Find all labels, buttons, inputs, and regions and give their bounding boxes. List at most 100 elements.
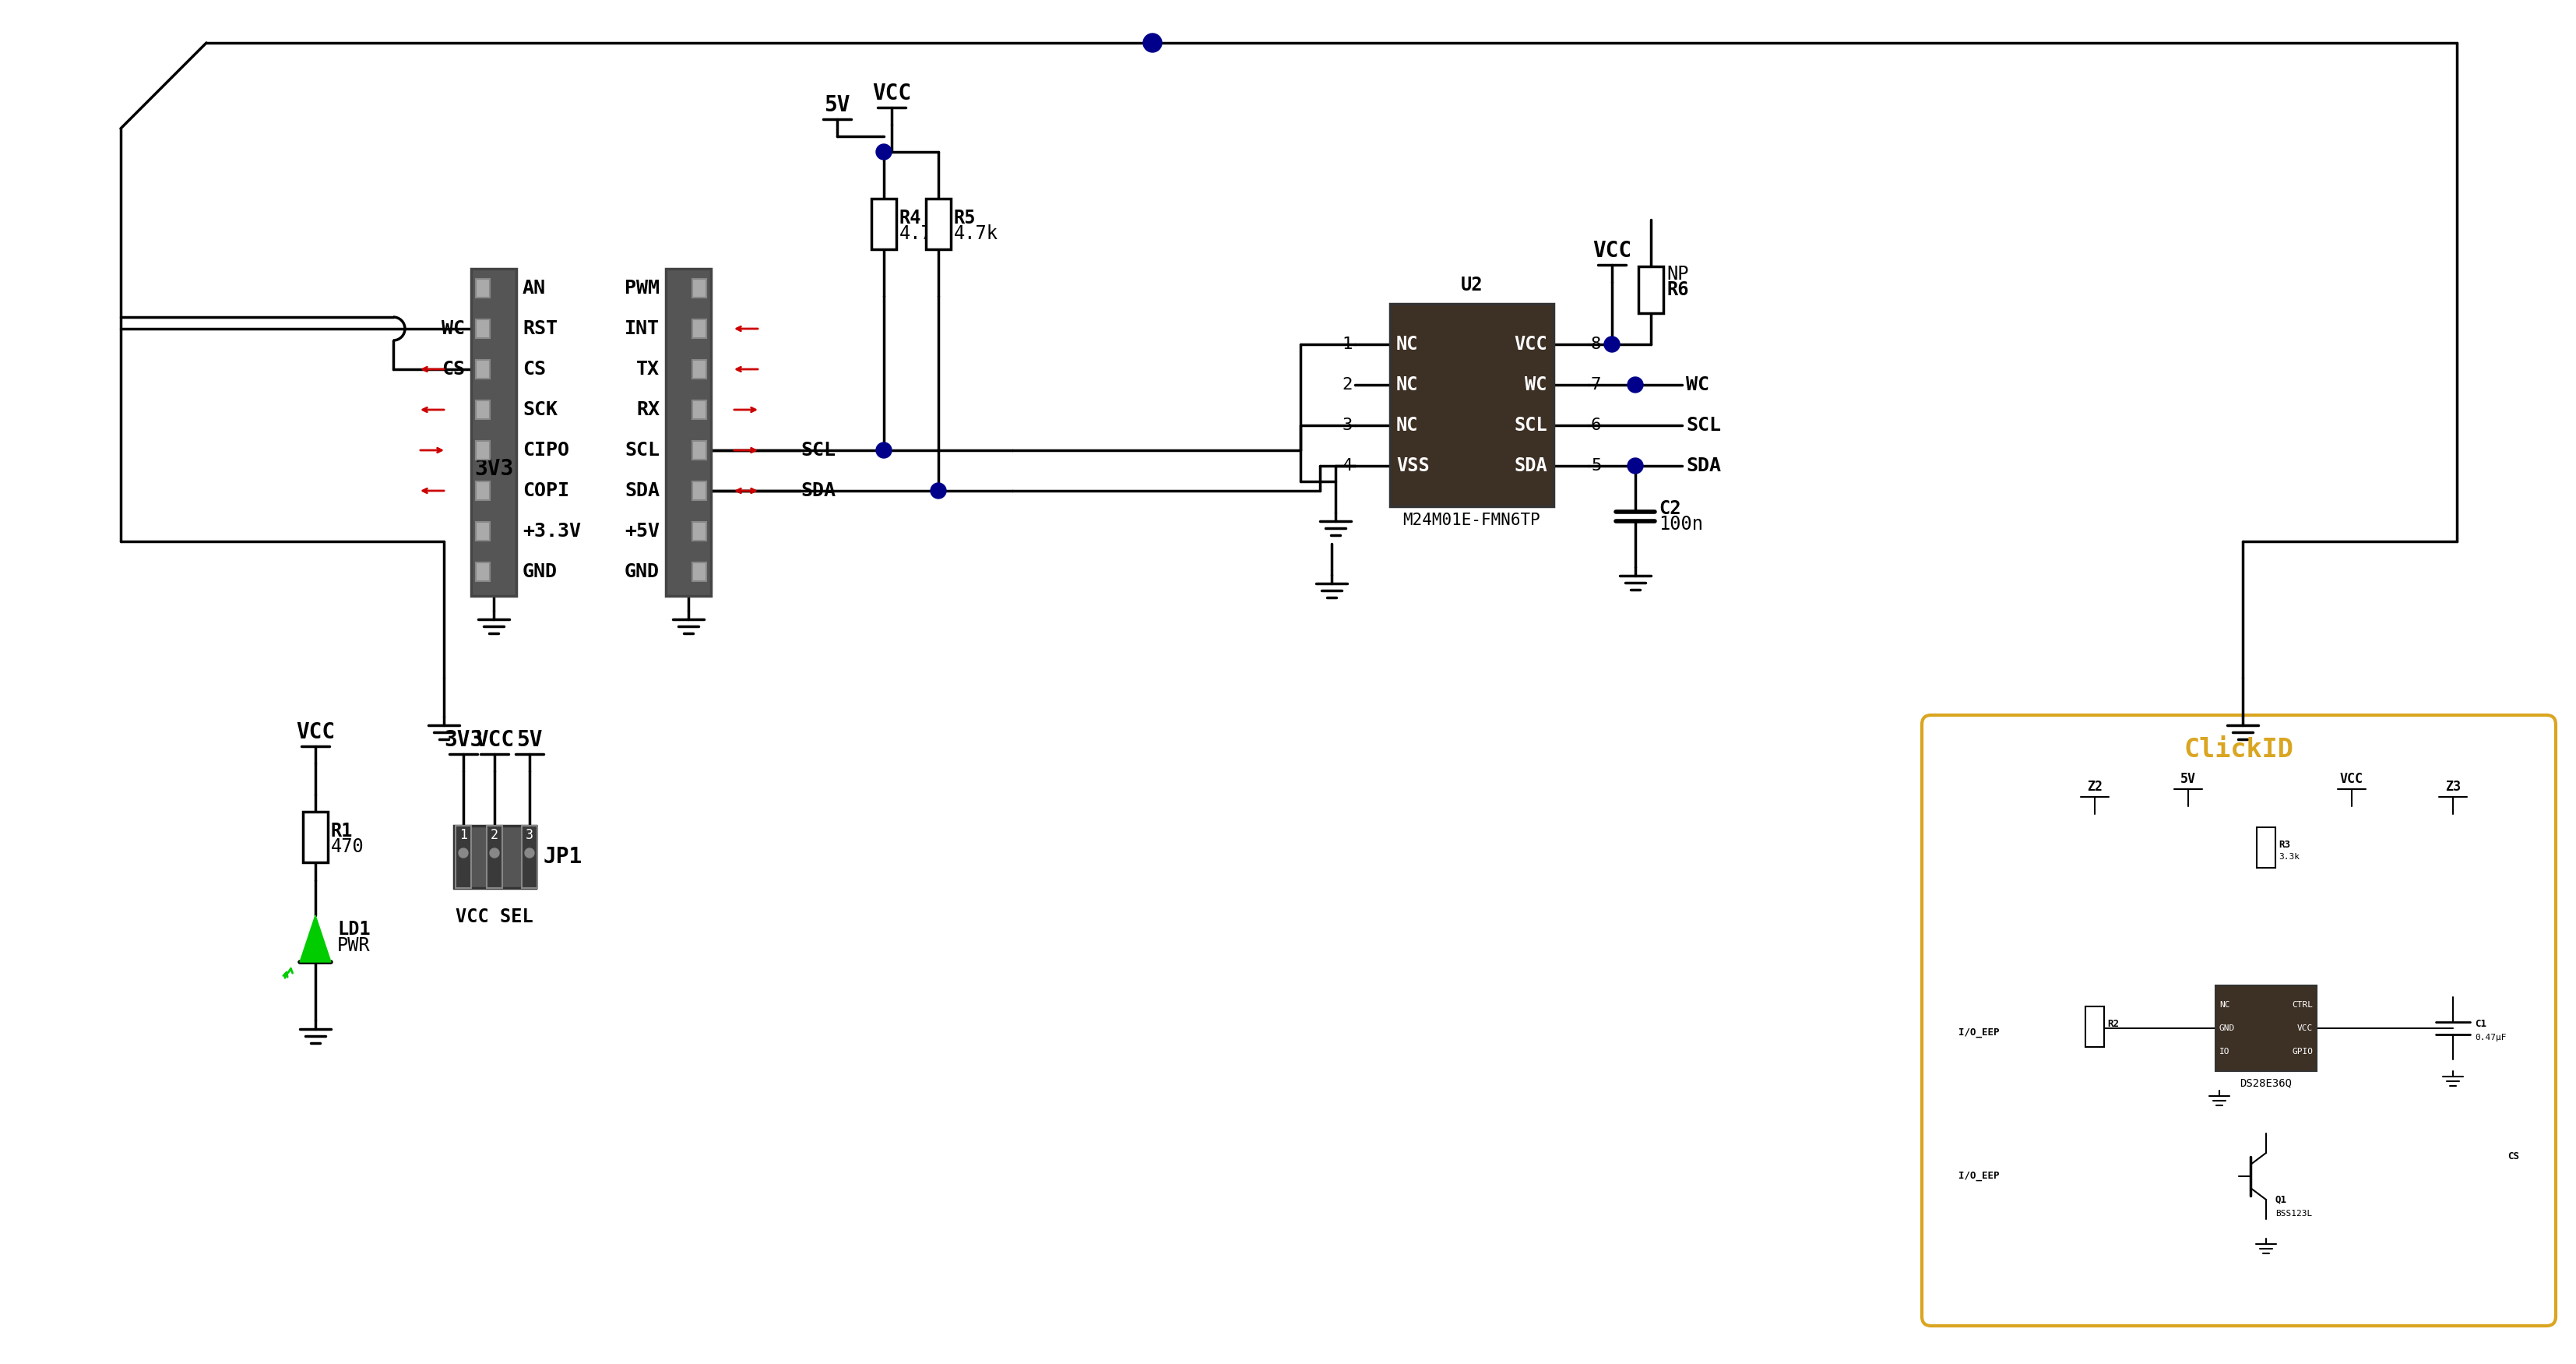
Text: SCL: SCL xyxy=(623,441,659,460)
Bar xyxy=(487,825,502,888)
Text: 100n: 100n xyxy=(1659,514,1703,533)
Polygon shape xyxy=(299,915,330,962)
Bar xyxy=(693,278,706,297)
Text: M24M01E-FMN6TP: M24M01E-FMN6TP xyxy=(1404,513,1540,528)
Bar xyxy=(477,278,489,297)
Bar xyxy=(693,319,706,338)
Circle shape xyxy=(1144,34,1162,52)
Text: 3.3k: 3.3k xyxy=(2280,852,2300,861)
Text: RST: RST xyxy=(523,319,556,338)
Text: R1: R1 xyxy=(330,822,353,840)
Text: CS: CS xyxy=(2506,1151,2519,1162)
Text: 3V3: 3V3 xyxy=(443,730,482,752)
Text: R4: R4 xyxy=(899,209,922,226)
Bar xyxy=(871,199,896,250)
Text: VCC: VCC xyxy=(873,83,912,105)
FancyBboxPatch shape xyxy=(1922,715,2555,1326)
Text: R6: R6 xyxy=(1667,281,1690,299)
Text: 470: 470 xyxy=(330,837,363,857)
Bar xyxy=(693,522,706,540)
Circle shape xyxy=(1628,376,1643,393)
Text: GND: GND xyxy=(523,562,556,581)
Text: 5: 5 xyxy=(1592,458,1602,473)
Text: DS28E36Q: DS28E36Q xyxy=(2241,1078,2293,1088)
Text: 1: 1 xyxy=(459,828,466,842)
Text: Z3: Z3 xyxy=(2445,780,2460,794)
Bar xyxy=(1638,266,1664,314)
Text: 7: 7 xyxy=(1592,376,1602,393)
Text: WC: WC xyxy=(1525,375,1548,394)
Bar xyxy=(456,825,471,888)
Text: 1: 1 xyxy=(1342,337,1352,352)
Bar xyxy=(2215,985,2316,1071)
Bar xyxy=(693,401,706,419)
Text: TX: TX xyxy=(636,360,659,379)
Circle shape xyxy=(1605,337,1620,352)
Bar xyxy=(693,481,706,501)
Text: 3: 3 xyxy=(1342,417,1352,434)
Text: 8: 8 xyxy=(1592,337,1602,352)
Bar xyxy=(477,441,489,460)
Text: VCC: VCC xyxy=(1592,240,1631,262)
Text: NC: NC xyxy=(1396,375,1419,394)
Text: LD1: LD1 xyxy=(337,919,371,938)
Bar xyxy=(523,825,538,888)
Text: AN: AN xyxy=(523,278,546,297)
Text: NC: NC xyxy=(1396,416,1419,435)
Bar xyxy=(925,199,951,250)
Text: Z2: Z2 xyxy=(2087,780,2102,794)
Text: GND: GND xyxy=(2221,1024,2236,1033)
Circle shape xyxy=(876,442,891,458)
Text: WC: WC xyxy=(1685,375,1710,394)
Text: PWR: PWR xyxy=(337,936,371,955)
Text: 5V: 5V xyxy=(2179,772,2195,786)
Text: C1: C1 xyxy=(2476,1019,2486,1030)
Text: ClickID: ClickID xyxy=(2184,737,2293,762)
Text: GPIO: GPIO xyxy=(2293,1048,2313,1056)
Bar xyxy=(477,401,489,419)
Bar xyxy=(477,360,489,379)
Text: GND: GND xyxy=(623,562,659,581)
Text: 2: 2 xyxy=(1342,376,1352,393)
Text: 4.7k: 4.7k xyxy=(899,224,943,243)
Text: PWM: PWM xyxy=(623,278,659,297)
Text: 5V: 5V xyxy=(515,730,544,752)
Text: VCC: VCC xyxy=(296,722,335,743)
Bar xyxy=(2087,1007,2105,1048)
Text: SCK: SCK xyxy=(523,401,556,419)
Circle shape xyxy=(489,848,500,858)
Text: Q1: Q1 xyxy=(2275,1195,2287,1204)
Text: NC: NC xyxy=(2221,1001,2231,1009)
Text: 4: 4 xyxy=(1342,458,1352,473)
Text: R5: R5 xyxy=(953,209,976,226)
Text: COPI: COPI xyxy=(523,481,569,501)
Bar xyxy=(477,522,489,540)
Bar xyxy=(693,360,706,379)
Text: SCL: SCL xyxy=(1685,416,1721,435)
Text: NP: NP xyxy=(1667,265,1690,284)
Text: SDA: SDA xyxy=(623,481,659,501)
Text: SDA: SDA xyxy=(1685,457,1721,475)
Bar xyxy=(453,825,536,888)
Bar xyxy=(693,441,706,460)
Text: 4.7k: 4.7k xyxy=(953,224,999,243)
Text: VCC: VCC xyxy=(2298,1024,2313,1033)
Text: +3.3V: +3.3V xyxy=(523,522,582,540)
Bar xyxy=(471,269,515,596)
Text: 0.47µF: 0.47µF xyxy=(2476,1034,2506,1042)
Text: SDA: SDA xyxy=(801,481,835,501)
Bar xyxy=(304,812,327,862)
Bar xyxy=(2257,828,2275,868)
Text: 6: 6 xyxy=(1592,417,1602,434)
Text: 2: 2 xyxy=(489,828,497,842)
Text: VCC: VCC xyxy=(2339,772,2362,786)
Text: INT: INT xyxy=(623,319,659,338)
Text: VSS: VSS xyxy=(1396,457,1430,475)
Text: CS: CS xyxy=(523,360,546,379)
Text: 5V: 5V xyxy=(824,94,850,116)
Text: R3: R3 xyxy=(2280,840,2290,850)
Text: 3V3: 3V3 xyxy=(474,458,513,480)
Text: BSS123L: BSS123L xyxy=(2275,1210,2313,1218)
Bar xyxy=(1391,304,1553,506)
Text: R2: R2 xyxy=(2107,1019,2120,1030)
